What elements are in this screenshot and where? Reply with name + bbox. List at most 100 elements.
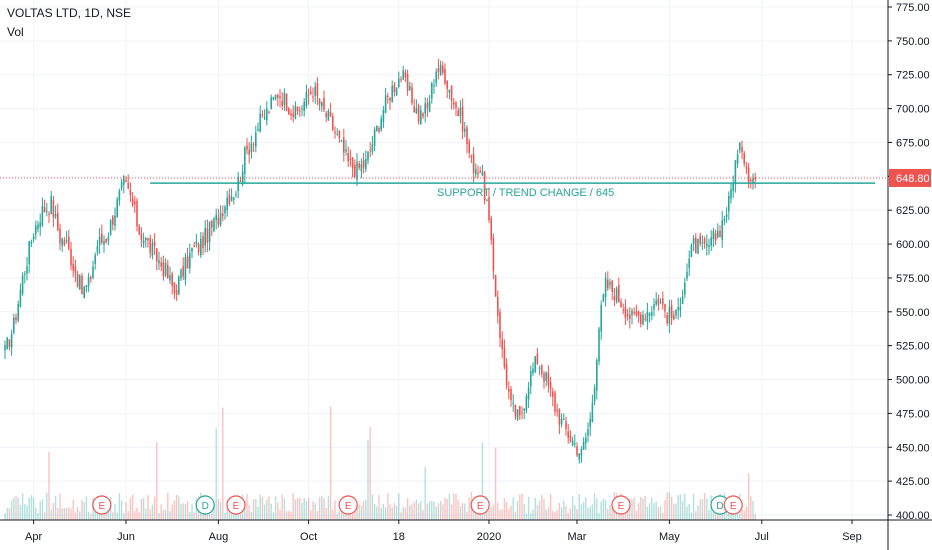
y-tick-label: 700.00 — [896, 104, 930, 116]
overlay-lines: SUPPORT / TREND CHANGE / 645 — [0, 177, 888, 199]
candle-body — [307, 94, 310, 96]
candle-body — [648, 313, 651, 316]
volume-bar — [305, 501, 308, 520]
volume-bar — [46, 492, 48, 520]
volume-bar — [523, 503, 525, 520]
volume-bar — [41, 499, 44, 520]
candle-body — [681, 296, 684, 305]
candle-body — [651, 312, 653, 316]
volume-bar — [90, 513, 92, 520]
volume-bar — [167, 492, 169, 520]
candle-body — [448, 89, 451, 93]
volume-bar — [745, 506, 748, 520]
y-tick-label: 450.00 — [896, 442, 930, 454]
candle-body — [107, 236, 110, 241]
volume-bar — [626, 510, 629, 520]
candle-body — [406, 73, 409, 91]
candle-body — [74, 266, 77, 274]
candle-body — [618, 285, 620, 303]
candle-body — [420, 110, 422, 125]
candle-body — [387, 95, 389, 97]
candle-body — [424, 103, 426, 114]
volume-bar — [180, 503, 182, 520]
volume-bar — [558, 502, 561, 520]
candle-body — [486, 200, 488, 202]
volume-bar — [336, 513, 338, 520]
y-tick-label: 750.00 — [896, 36, 930, 48]
candle-body — [85, 285, 88, 288]
candle-body — [274, 94, 277, 100]
volume-bar — [263, 504, 266, 520]
candle-body — [646, 311, 649, 323]
candle-body — [105, 239, 107, 243]
candle-body — [459, 108, 462, 116]
volume-bar — [162, 509, 165, 520]
volume-bar — [635, 510, 638, 520]
candle-body — [140, 233, 143, 241]
volume-bar — [547, 507, 550, 520]
candle-body — [609, 282, 611, 285]
candle-body — [725, 214, 728, 218]
volume-bar — [235, 513, 237, 520]
candle-body — [565, 421, 567, 430]
volume-bar — [686, 506, 688, 520]
volume-label: Vol — [7, 25, 24, 39]
volume-bar — [327, 496, 330, 520]
volume-bar — [193, 512, 195, 520]
earnings-marker-label: E — [618, 501, 625, 512]
volume-bar — [571, 496, 574, 520]
volume-bar — [703, 493, 706, 520]
candle-body — [239, 180, 242, 182]
candle-body — [624, 306, 627, 318]
volume-bar — [266, 499, 268, 520]
volume-bar — [659, 506, 662, 520]
candle-body — [202, 236, 204, 248]
volume-bar — [257, 506, 259, 520]
volume-bar — [699, 499, 701, 520]
volume-bar — [283, 498, 286, 520]
volume-bar — [688, 503, 690, 520]
volume-bar — [695, 511, 697, 520]
volume-bar — [371, 494, 374, 520]
candle-body — [600, 304, 602, 332]
candle-body — [127, 182, 129, 189]
candle-body — [734, 160, 737, 185]
volume-bar — [468, 497, 470, 520]
candle-body — [332, 116, 334, 130]
candle-body — [191, 248, 193, 252]
volume-bar — [600, 501, 602, 520]
candle-body — [294, 106, 297, 119]
candle-body — [28, 241, 30, 265]
volume-bar — [598, 513, 600, 520]
volume-bar — [57, 507, 59, 520]
volume-bar — [527, 496, 530, 520]
candle-body — [613, 295, 616, 301]
candle-body — [158, 260, 160, 264]
volume-bar — [400, 512, 402, 520]
candle-body — [431, 82, 433, 99]
candle-body — [378, 128, 380, 132]
candle-body — [739, 143, 741, 151]
volume-bar — [448, 493, 451, 520]
candle-body — [266, 108, 268, 121]
volume-bar — [752, 500, 754, 520]
candle-body — [301, 108, 303, 110]
candle-body — [602, 294, 605, 302]
dividend-marker-label: D — [202, 501, 209, 512]
volume-bar — [19, 505, 22, 520]
volume-bar — [217, 499, 220, 520]
candle-body — [145, 238, 147, 241]
volume-bar — [747, 473, 750, 520]
candle-body — [404, 72, 407, 78]
volume-bar — [252, 499, 255, 520]
candle-body — [653, 304, 655, 310]
volume-bar — [123, 513, 125, 520]
volume-bar — [246, 493, 248, 520]
candle-body — [690, 244, 693, 257]
candle-body — [101, 233, 103, 243]
earnings-marker-label: E — [345, 501, 352, 512]
candle-body — [90, 277, 92, 279]
candle-body — [162, 262, 165, 277]
